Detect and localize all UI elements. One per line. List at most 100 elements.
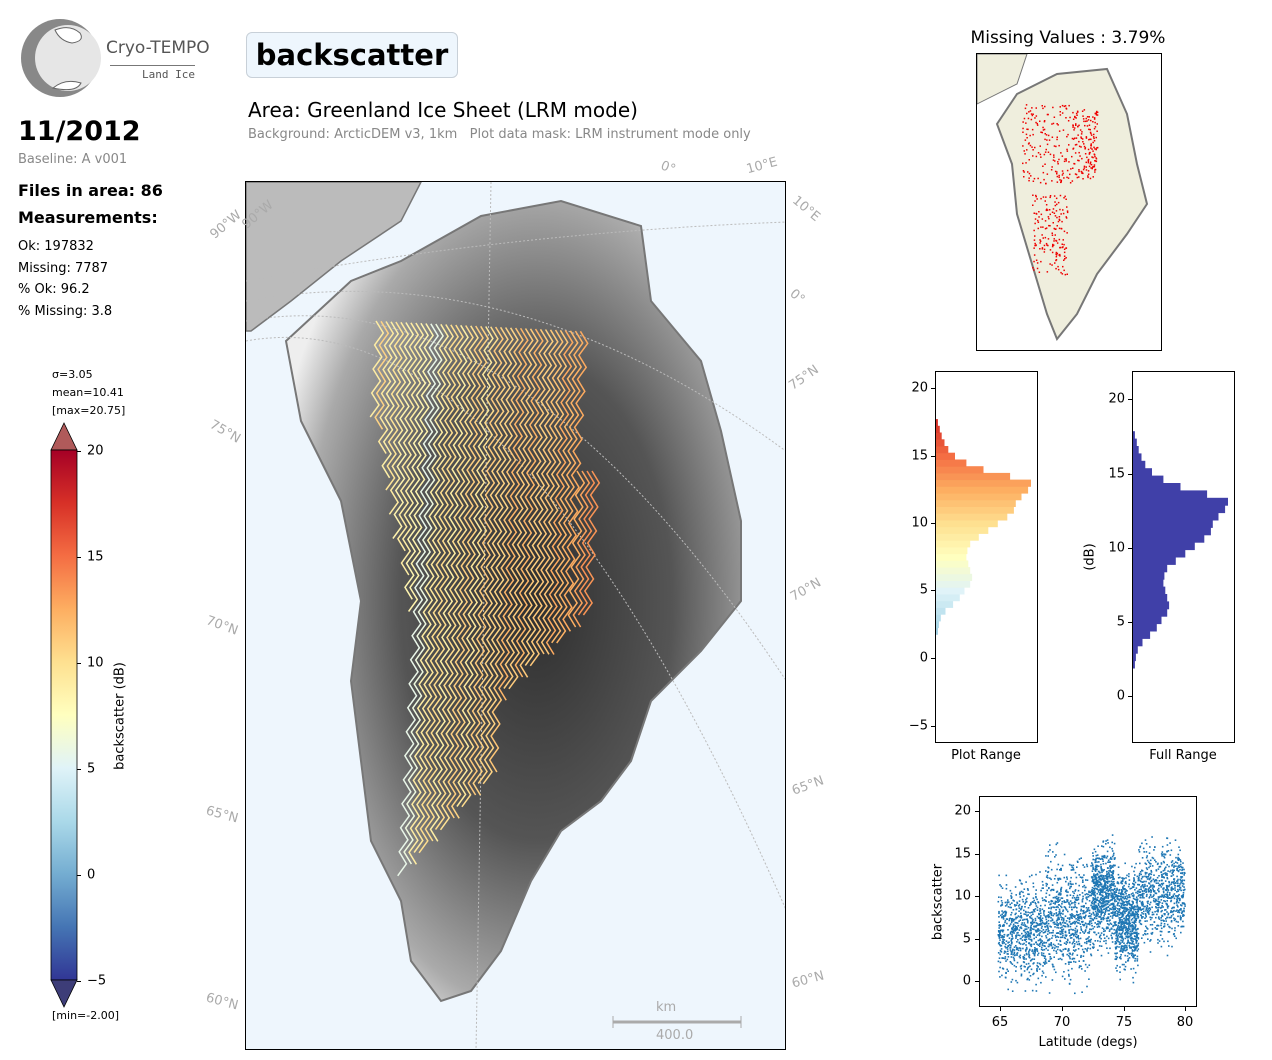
histogram-bar [936,553,967,561]
scatter-point [1137,938,1140,940]
scatter-point [1111,936,1113,939]
scatter-point [1130,947,1132,949]
missing-point [1092,141,1094,144]
scatter-point [1179,916,1182,919]
scatter-point [1183,902,1185,905]
scatter-point [1133,920,1136,922]
scatter-point [1039,931,1041,934]
scatter-point [1049,910,1052,913]
scatter-point [1125,945,1128,947]
scatter-point [1111,897,1114,899]
scatter-point [1054,874,1057,877]
scatter-point [1077,948,1080,950]
missing-point [1073,127,1076,129]
missing-point [1041,247,1044,249]
scatter-point [1033,921,1036,924]
scatter-point [1181,911,1183,913]
scatter-point [1170,889,1172,891]
scatter-point [1043,957,1046,959]
scatter-point [1134,913,1137,915]
scatter-point [1179,849,1181,852]
scatter-point [1004,976,1007,979]
scatter-point [1093,906,1096,908]
scatter-point [1119,935,1121,938]
scatter-point [1093,907,1096,910]
scatter-point [1115,889,1117,892]
scatter-point [1173,862,1175,865]
scatter-point [1076,899,1078,901]
missing-point [1075,117,1077,119]
scatter-point [1035,922,1038,924]
scatter-point [1160,910,1162,913]
scatter-point [1121,913,1123,916]
scatter-point [1098,900,1100,902]
satellite-track [488,327,524,773]
scatter-point [1011,918,1013,920]
stat-pct-missing: % Missing: 3.8 [18,303,113,319]
main-map[interactable] [245,181,786,1050]
scatter-point [1168,893,1171,896]
missing-point [1045,134,1048,136]
scatter-point [1102,902,1104,905]
scatter-point [1014,886,1017,888]
scatter-point [1080,929,1083,931]
scatter-point [1071,866,1073,869]
missing-point [1096,123,1098,125]
scatter-point [1123,923,1125,925]
scatter-point [1162,890,1165,892]
scatter-point [1072,867,1075,869]
scatter-point [1172,894,1175,897]
scatter-point [1084,970,1086,972]
scatter-point [1132,882,1134,885]
latitude-scatter [979,796,1197,1007]
scatter-point [1075,949,1077,951]
scatter-point [1023,930,1026,932]
scatter-point [1015,945,1017,947]
missing-point [1083,120,1085,123]
hist-tick-label: 10 [911,515,928,531]
scatter-point [1047,960,1050,962]
scatter-point [1083,932,1085,934]
scatter-point [1034,929,1037,932]
scatter-point [1003,915,1005,917]
scatter-point [1136,904,1139,906]
scatter-point [1145,851,1148,853]
missing-point [1060,213,1062,215]
scatter-point [1090,954,1093,957]
histogram-bar [1133,608,1168,617]
missing-point [1080,133,1083,135]
scatter-point [1096,892,1098,895]
scatter-point [1146,911,1149,914]
scatter-point [1010,943,1013,945]
scatter-point [1006,922,1008,925]
latitude-gridline [246,336,785,909]
scatter-point [1067,961,1070,963]
missing-point [1058,144,1060,147]
satellite-track [519,328,549,678]
missing-point [1032,267,1034,269]
scatter-point [1080,905,1083,908]
missing-point [1084,120,1087,123]
missing-point [1075,124,1077,126]
missing-point [1096,130,1098,132]
satellite-track [508,328,539,690]
missing-point [1032,155,1034,157]
scatter-point [1163,920,1165,922]
missing-point [1063,243,1065,246]
scatter-point [1157,910,1159,913]
scatter-point [1035,896,1037,899]
scatter-point [1089,947,1092,950]
scatter-point [1046,939,1049,942]
scatter-point [1067,910,1069,913]
scatter-point [1031,922,1033,924]
scatter-point [1013,958,1015,960]
tick-mark [975,896,979,897]
scatter-point [1123,909,1125,911]
scatter-point [1178,864,1180,867]
scatter-point [1125,930,1128,933]
scatter-point [1114,922,1116,925]
scatter-point [1099,875,1101,878]
scatter-point [1145,863,1148,865]
scatter-point [998,921,1000,923]
scatter-point [1115,930,1117,932]
